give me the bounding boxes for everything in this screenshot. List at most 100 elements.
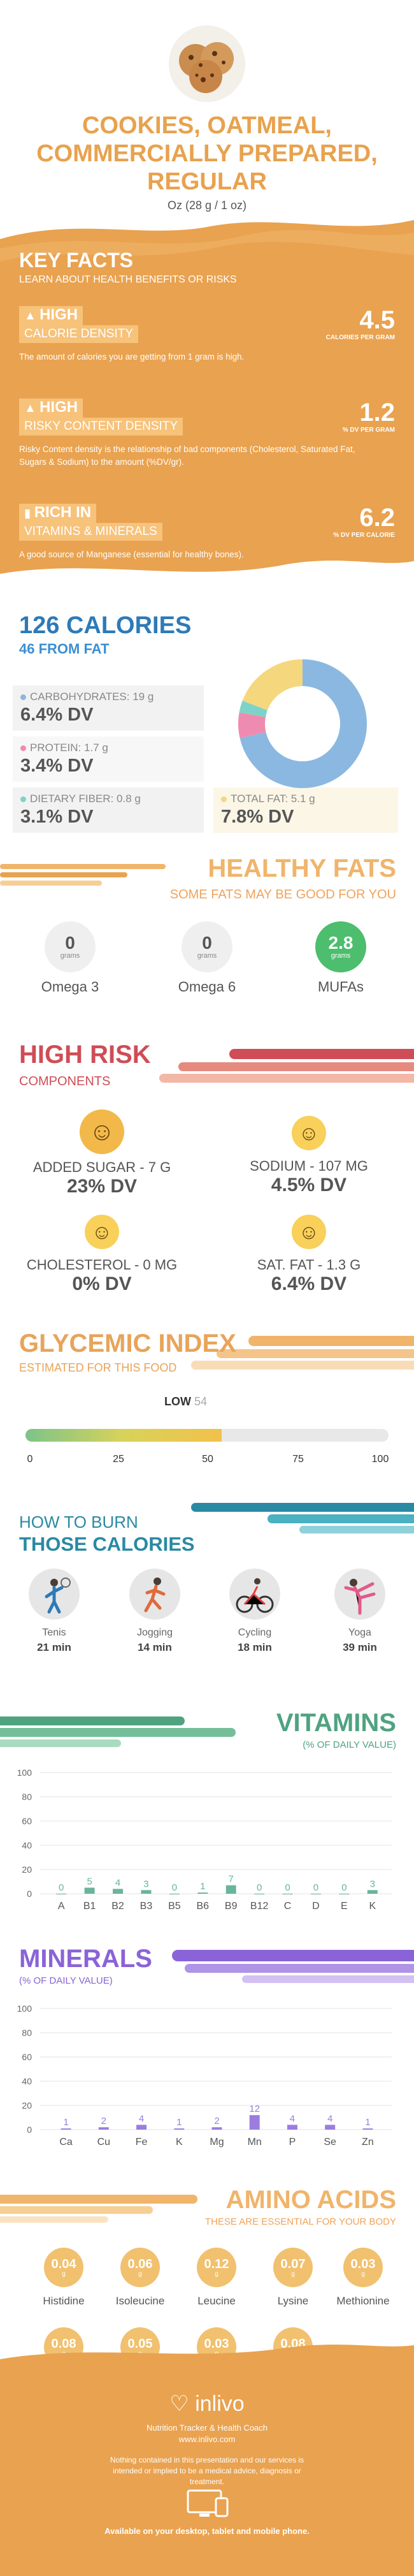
bar-value-label: 3	[370, 1878, 375, 1889]
bar-value-label: 0	[257, 1882, 262, 1893]
burn-jogging: Jogging 14 min	[120, 1569, 190, 1654]
x-tick-label: Se	[324, 2137, 336, 2148]
color-dot	[20, 694, 26, 701]
x-tick-label: B5	[168, 1901, 181, 1912]
vitamins-bar-chart: 100 80 60 40 20 0 0 A 5 B1 4 B2 3 B3 0 B5 1 B6 7 B9 0 B12 0 C 0 D…	[17, 1767, 392, 1912]
burn-decoration	[191, 1503, 414, 1533]
bar-Mn	[249, 2115, 260, 2130]
x-tick-label: K	[369, 1901, 376, 1912]
y-tick-label: 100	[17, 2003, 32, 2014]
risk-sodium: ☺ SODIUM - 107 mg 4.5% DV	[226, 1116, 392, 1196]
smiley-icon: ☺	[85, 1215, 119, 1249]
amino-value-badge: 0.07 g	[273, 2248, 313, 2287]
key-facts-title: KEY FACTS	[19, 249, 133, 272]
bar-B2	[113, 1889, 124, 1894]
amino-acid-item: 0.04 g Histidine	[29, 2248, 99, 2308]
healthy-fats-title: HEALTHY FATS	[208, 854, 396, 882]
y-tick-label: 0	[27, 2125, 32, 2135]
footer-availability: Available on your desktop, tablet and mo…	[104, 2526, 310, 2536]
risk-sat-fat: ☺ SAT. FAT - 1.3 g 6.4% DV	[226, 1215, 392, 1295]
healthy-fats-subtitle: SOME FATS MAY BE GOOD FOR YOU	[169, 888, 396, 902]
macronutrient-donut-chart	[238, 659, 367, 788]
high-risk-subtitle: COMPONENTS	[19, 1074, 111, 1088]
color-dot	[20, 796, 26, 803]
bar-value-label: 1	[176, 2117, 182, 2128]
x-tick-label: Mn	[248, 2137, 262, 2148]
donut-slice-carbohydrates	[239, 659, 367, 788]
bar-value-label: 12	[249, 2104, 260, 2114]
devices-icon	[0, 2487, 414, 2522]
x-tick-label: B3	[140, 1901, 153, 1912]
food-title: COOKIES, OATMEAL, COMMERCIALLY PREPARED,…	[36, 112, 378, 195]
high-risk-title: HIGH RISK	[19, 1041, 151, 1069]
color-dot	[221, 796, 227, 803]
x-tick-label: K	[176, 2137, 183, 2148]
bar-Cu	[98, 2127, 109, 2130]
y-tick-label: 100	[17, 1767, 32, 1778]
amino-value-badge: 0.04 g	[44, 2248, 83, 2287]
risk-cholesterol: ☺ CHOLESTEROL - 0 mg 0% DV	[19, 1215, 185, 1295]
fact-description: The amount of calories you are getting f…	[19, 352, 245, 362]
minerals-subtitle: (% OF DAILY VALUE)	[19, 1975, 113, 1986]
amino-name: Leucine	[197, 2295, 236, 2307]
amino-name: Lysine	[277, 2295, 309, 2307]
x-tick-label: B6	[197, 1901, 210, 1912]
bar-K	[367, 1890, 378, 1894]
bar-value-label: 2	[101, 2116, 106, 2126]
bar-Zn	[362, 2128, 373, 2130]
x-tick-label: Zn	[362, 2137, 374, 2148]
key-facts-section: KEY FACTS LEARN ABOUT HEALTH BENEFITS OR…	[0, 210, 414, 593]
donut-slice-dietary-fiber	[239, 700, 268, 718]
bar-value-label: 4	[327, 2113, 332, 2124]
x-tick-label: Fe	[136, 2137, 148, 2148]
x-tick-label: D	[312, 1901, 320, 1912]
bar-B3	[141, 1890, 152, 1894]
amino-value-badge: 0.12 g	[197, 2248, 236, 2287]
nutrient-protein: PROTEIN: 1.7 g 3.4% DV	[13, 736, 204, 782]
bar-value-label: 0	[313, 1882, 318, 1893]
calories-from-fat: 46 FROM FAT	[19, 641, 110, 657]
tennis-icon	[29, 1569, 80, 1620]
bar-K	[174, 2128, 185, 2130]
glycemic-bar-fill	[25, 1429, 222, 1442]
vitamins-decoration	[0, 1716, 236, 1747]
bar-value-label: 1	[200, 1881, 205, 1892]
glycemic-readout: LOW 54	[164, 1395, 208, 1408]
bar-P	[287, 2125, 297, 2130]
burn-title-2: THOSE CALORIES	[19, 1533, 195, 1555]
y-tick-label: 60	[22, 2052, 32, 2062]
fact-label: VITAMINS & MINERALS	[19, 523, 162, 541]
glycemic-tick: 75	[292, 1454, 304, 1465]
footer-tagline: Nutrition Tracker & Health Coach	[146, 2423, 268, 2433]
amino-value-badge: 0.06 g	[120, 2248, 160, 2287]
fat-mufas: 2.8 grams MUFAs	[296, 921, 385, 995]
fat-omega-3: 0 grams Omega 3	[25, 921, 115, 995]
x-tick-label: Cu	[97, 2137, 110, 2148]
footer-url[interactable]: www.inlivo.com	[178, 2434, 236, 2444]
warning-icon: ▲	[24, 402, 36, 415]
bar-value-label: 3	[143, 1878, 148, 1889]
footer-disclaimer: Nothing contained in this presentation a…	[110, 2455, 304, 2486]
vitamins-subtitle: (% OF DAILY VALUE)	[303, 1739, 396, 1750]
fact-label: RISKY CONTENT DENSITY	[19, 418, 183, 435]
bar-Se	[325, 2125, 336, 2130]
y-tick-label: 0	[27, 1889, 32, 1899]
amino-name: Histidine	[43, 2295, 85, 2307]
fact-tag: ▮ RICH IN	[19, 504, 97, 523]
bar-value-label: 5	[87, 1877, 92, 1887]
color-dot	[20, 745, 26, 752]
yoga-icon	[334, 1569, 385, 1620]
y-tick-label: 60	[22, 1816, 32, 1826]
bar-value-label: 7	[229, 1874, 234, 1885]
x-tick-label: P	[289, 2137, 296, 2148]
fact-value: 4.5 CALORIES PER GRAM	[325, 306, 395, 341]
glycemic-bar	[25, 1429, 389, 1442]
nutrient-total-fat: TOTAL FAT: 5.1 g 7.8% DV	[213, 787, 398, 833]
smiley-icon: ☺	[80, 1109, 124, 1154]
bar-value-label: 0	[285, 1882, 290, 1893]
fact-description: Risky Content density is the relationshi…	[19, 444, 355, 467]
x-tick-label: B12	[250, 1901, 269, 1912]
x-tick-label: B1	[83, 1901, 96, 1912]
fat-omega-6: 0 grams Omega 6	[162, 921, 252, 995]
